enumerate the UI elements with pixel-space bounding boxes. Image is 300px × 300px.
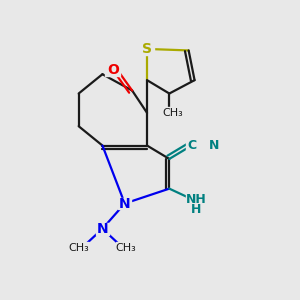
Text: N: N: [97, 222, 108, 236]
Text: CH₃: CH₃: [162, 108, 183, 118]
Bar: [186, 192, 206, 206]
Bar: [186, 140, 198, 152]
Text: CH₃: CH₃: [68, 243, 89, 253]
Bar: [118, 198, 131, 209]
Bar: [96, 223, 109, 235]
Text: N: N: [209, 139, 219, 152]
Text: S: S: [142, 42, 152, 56]
Bar: [164, 107, 181, 119]
Text: C: C: [187, 139, 196, 152]
Bar: [140, 43, 154, 55]
Bar: [68, 242, 89, 254]
Bar: [116, 242, 136, 254]
Text: NH: NH: [186, 193, 206, 206]
Text: H: H: [191, 203, 201, 216]
Bar: [105, 64, 120, 76]
Text: CH₃: CH₃: [116, 243, 136, 253]
Text: N: N: [119, 196, 130, 211]
Text: O: O: [107, 63, 119, 77]
Bar: [208, 140, 220, 152]
